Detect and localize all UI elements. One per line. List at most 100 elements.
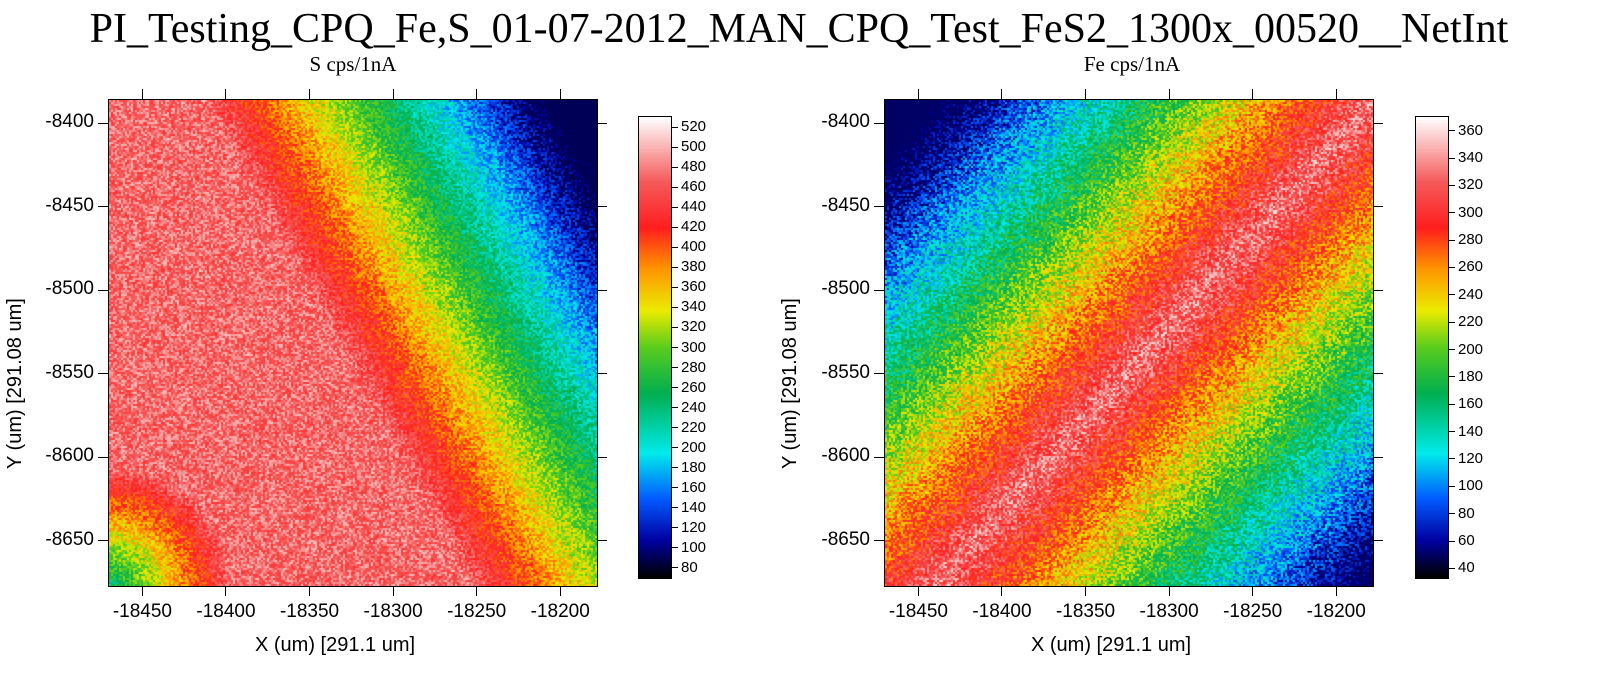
colorbar-tick-label: 300 — [681, 338, 707, 356]
x-tick-label: -18350 — [1055, 601, 1116, 622]
colorbar-tick-mark — [672, 567, 678, 569]
colorbar-tick-label: 180 — [1458, 367, 1484, 385]
x-tick-mark — [559, 586, 561, 596]
x-tick-mark — [917, 586, 919, 596]
colorbar-tick-mark — [672, 326, 678, 328]
x-tick-mark — [1085, 586, 1087, 596]
x-tick-mark — [1252, 89, 1254, 99]
fe-x-axis-title: X (um) [291.1 um] — [1031, 634, 1192, 656]
y-tick-mark — [597, 456, 607, 458]
x-tick-label: -18400 — [972, 601, 1032, 622]
colorbar-tick-label: 320 — [681, 318, 707, 336]
x-tick-mark — [1085, 89, 1087, 99]
y-tick-mark — [874, 456, 884, 458]
colorbar-tick-mark — [1449, 130, 1455, 132]
colorbar-tick-mark — [672, 527, 678, 529]
colorbar-tick-label: 160 — [1458, 395, 1484, 413]
colorbar-tick-mark — [1449, 376, 1455, 378]
y-tick-mark — [98, 122, 108, 124]
y-tick-label: -8600 — [45, 445, 94, 467]
x-tick-mark — [559, 89, 561, 99]
y-tick-mark — [98, 456, 108, 458]
colorbar-tick-label: 80 — [681, 558, 698, 576]
x-tick-mark — [392, 89, 394, 99]
x-tick-label: -18250 — [1223, 601, 1283, 622]
y-tick-label: -8450 — [45, 194, 94, 216]
y-tick-mark — [1373, 456, 1383, 458]
colorbar-tick-label: 320 — [1458, 176, 1484, 194]
colorbar-tick-mark — [672, 206, 678, 208]
colorbar-tick-label: 500 — [681, 138, 707, 156]
y-tick-mark — [98, 206, 108, 208]
colorbar-tick-mark — [672, 547, 678, 549]
colorbar-tick-mark — [672, 507, 678, 509]
colorbar-tick-label: 360 — [1458, 121, 1484, 139]
y-tick-mark — [874, 540, 884, 542]
colorbar-tick-mark — [672, 126, 678, 128]
colorbar-tick-mark — [1449, 212, 1455, 214]
colorbar-tick-mark — [672, 306, 678, 308]
y-tick-mark — [874, 206, 884, 208]
colorbar-tick-label: 260 — [1458, 258, 1484, 276]
s-heatmap-canvas — [109, 100, 597, 586]
colorbar-tick-mark — [1449, 321, 1455, 323]
x-tick-mark — [225, 89, 227, 99]
colorbar-tick-mark — [1449, 458, 1455, 460]
x-tick-mark — [1168, 89, 1170, 99]
y-tick-mark — [1373, 373, 1383, 375]
colorbar-tick-mark — [672, 407, 678, 409]
colorbar-tick-label: 280 — [1458, 231, 1484, 249]
colorbar-tick-mark — [672, 487, 678, 489]
s-map-title: S cps/1nA — [309, 52, 397, 76]
colorbar-tick-label: 60 — [1458, 532, 1475, 550]
colorbar-tick-mark — [672, 226, 678, 228]
colorbar-tick-mark — [1449, 513, 1455, 515]
colorbar-tick-label: 120 — [681, 518, 707, 536]
colorbar-tick-mark — [1449, 157, 1455, 159]
x-tick-mark — [141, 586, 143, 596]
s-heatmap-plot[interactable] — [108, 99, 598, 587]
colorbar-tick-mark — [1449, 349, 1455, 351]
colorbar-tick-mark — [672, 246, 678, 248]
colorbar-tick-mark — [1449, 403, 1455, 405]
colorbar-tick-label: 400 — [681, 238, 707, 256]
y-tick-mark — [1373, 122, 1383, 124]
y-tick-label: -8500 — [45, 278, 94, 300]
y-tick-mark — [874, 122, 884, 124]
x-tick-mark — [1335, 89, 1337, 99]
x-tick-mark — [1335, 586, 1337, 596]
x-tick-mark — [392, 586, 394, 596]
fe-colorbar-canvas — [1416, 117, 1448, 578]
x-tick-label: -18300 — [1139, 601, 1199, 622]
s-x-axis-title: X (um) [291.1 um] — [255, 634, 416, 656]
x-tick-label: -18400 — [196, 601, 256, 622]
y-tick-label: -8550 — [45, 361, 94, 383]
x-tick-label: -18450 — [888, 601, 948, 622]
colorbar-tick-label: 480 — [681, 158, 707, 176]
colorbar-tick-label: 260 — [681, 378, 707, 396]
y-tick-mark — [98, 289, 108, 291]
colorbar-tick-label: 240 — [1458, 285, 1484, 303]
fe-colorbar — [1415, 116, 1449, 579]
colorbar-tick-label: 460 — [681, 178, 707, 196]
colorbar-tick-mark — [1449, 294, 1455, 296]
fe-y-axis-title: Y (um) [291.08 um] — [779, 298, 801, 469]
y-tick-mark — [874, 289, 884, 291]
fe-heatmap-plot[interactable] — [884, 99, 1374, 587]
x-tick-mark — [476, 89, 478, 99]
colorbar-tick-label: 100 — [1458, 477, 1484, 495]
colorbar-tick-label: 200 — [681, 438, 707, 456]
colorbar-tick-mark — [672, 266, 678, 268]
colorbar-tick-mark — [672, 427, 678, 429]
colorbar-tick-label: 280 — [681, 358, 707, 376]
s-colorbar — [638, 116, 672, 579]
x-tick-label: -18250 — [447, 601, 507, 622]
y-tick-label: -8450 — [821, 194, 870, 216]
y-tick-label: -8400 — [821, 111, 870, 133]
colorbar-tick-mark — [1449, 239, 1455, 241]
x-tick-mark — [309, 89, 311, 99]
x-tick-mark — [141, 89, 143, 99]
colorbar-tick-mark — [1449, 266, 1455, 268]
colorbar-tick-label: 40 — [1458, 559, 1475, 577]
x-tick-mark — [1168, 586, 1170, 596]
